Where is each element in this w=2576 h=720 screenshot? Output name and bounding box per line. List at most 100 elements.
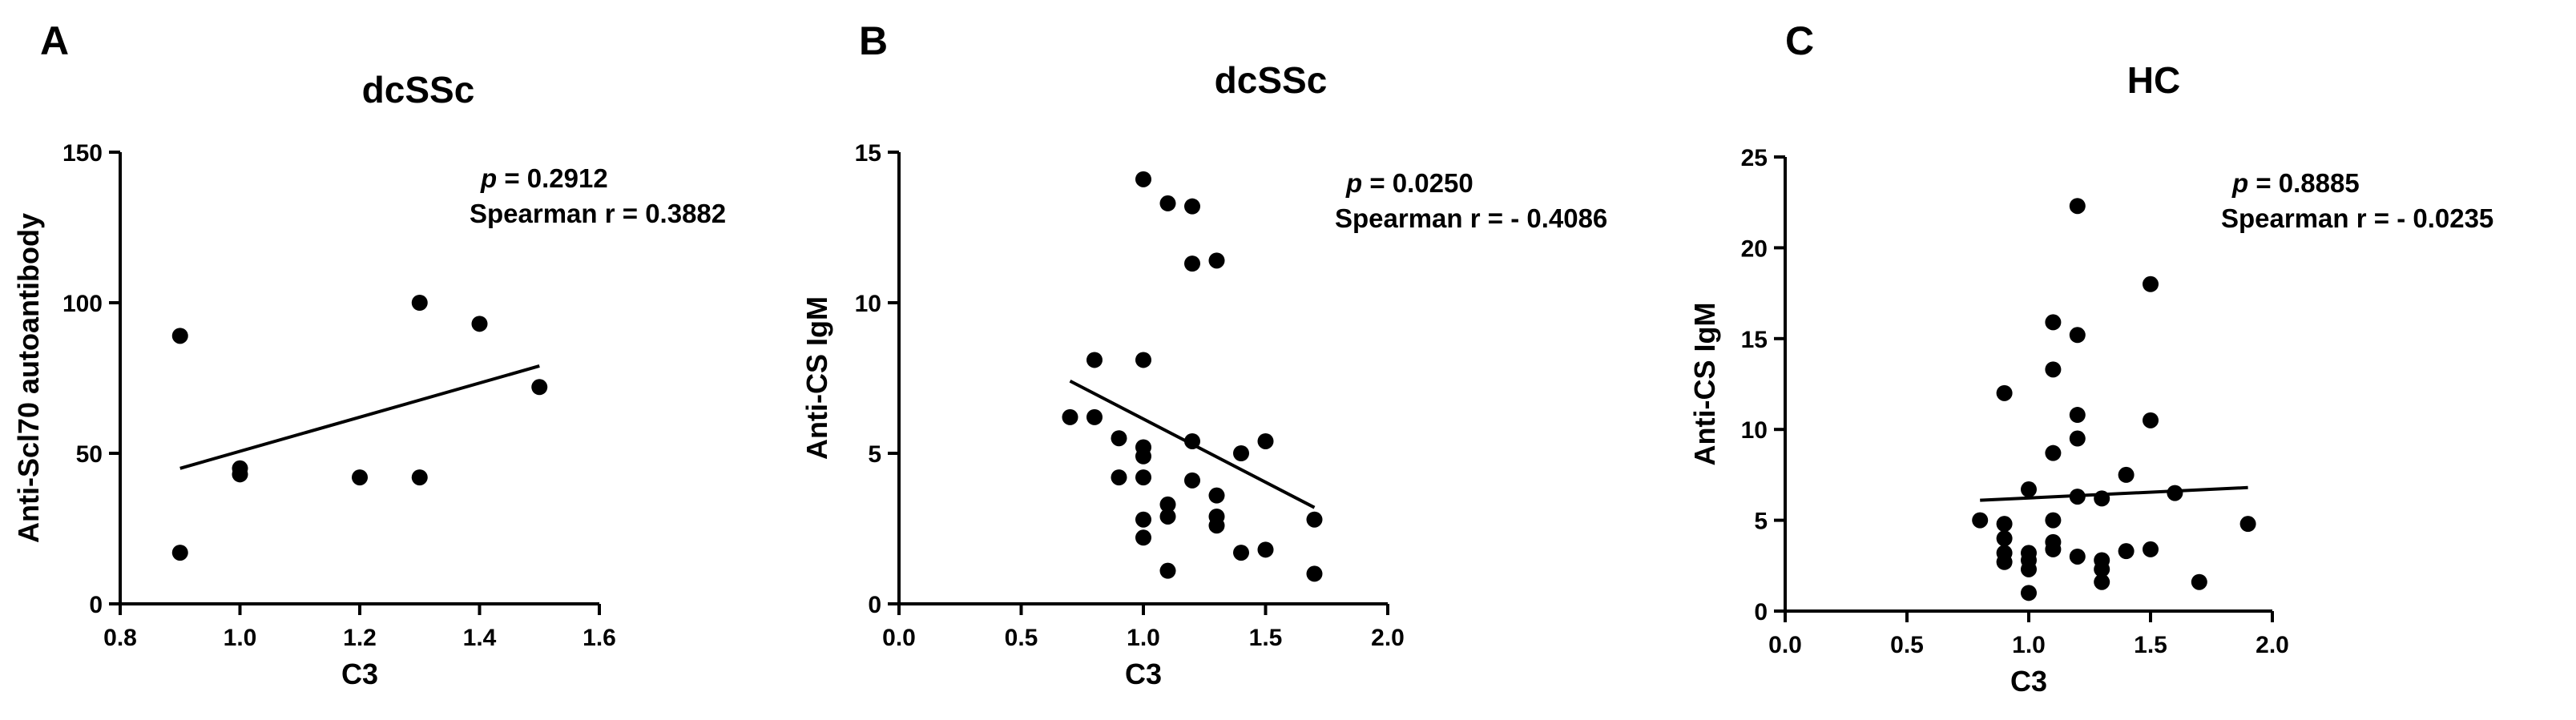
data-point [2069,548,2086,565]
data-point [1233,545,1249,561]
data-point [1996,553,2013,570]
data-point [171,545,188,561]
data-point [1208,487,1225,504]
p-value: = 0.8885 [2248,168,2360,198]
data-point [1086,352,1103,368]
data-point [1111,469,1127,486]
y-tick-label: 0 [868,592,881,618]
x-tick-label: 1.0 [2012,632,2046,658]
y-tick-label: 15 [1741,327,1768,353]
x-tick-label: 1.0 [1127,625,1160,651]
y-tick-label: 100 [62,291,103,317]
data-point [1208,252,1225,269]
data-point [2045,541,2062,557]
chart-title: dcSSc [362,69,475,111]
data-point [2069,489,2086,505]
y-tick-label: 0 [1754,599,1768,625]
x-tick-label: 1.6 [583,625,616,651]
data-point [1159,562,1176,579]
p-value: = 0.2912 [497,163,608,193]
data-point [2021,481,2037,498]
x-tick-label: 0.8 [103,625,137,651]
data-point [2118,543,2135,560]
data-point [1184,255,1200,272]
chart-title: HC [2127,59,2180,101]
data-point [2191,573,2207,590]
data-point [2094,573,2110,590]
panel-letter: A [40,18,69,63]
data-point [2069,327,2086,344]
data-point [1257,541,1274,558]
data-point [1159,195,1176,211]
x-tick-label: 2.0 [1371,625,1405,651]
y-tick-label: 5 [1754,509,1768,535]
data-point [531,379,548,396]
y-tick-label: 50 [76,441,103,468]
data-point [1233,445,1249,461]
data-point [2143,541,2159,557]
x-tick-label: 1.5 [1249,625,1283,651]
y-tick-label: 10 [1741,417,1768,444]
y-axis-label: Anti-CS IgM [1688,303,1721,466]
data-point [1996,516,2013,533]
data-point [2069,198,2086,215]
x-tick-label: 0.0 [882,625,916,651]
spearman-r-label: Spearman r = 0.3882 [470,199,726,228]
x-tick-label: 0.0 [1768,632,1802,658]
data-point [1135,469,1151,486]
chart-title: dcSSc [1215,59,1328,101]
data-point [2069,407,2086,424]
x-tick-label: 2.0 [2256,632,2289,658]
data-point [1996,384,2013,401]
data-point [1306,565,1323,582]
chart-panel-c: C HC 0 5 10 15 20 25 0.0 0.5 1.0 1.5 2.0 C3 Anti-CS Ig… [1688,18,2493,698]
x-axis-label: C3 [1125,658,1162,690]
data-point [411,295,428,311]
panel-letter: B [859,18,888,63]
y-tick-label: 20 [1741,235,1768,262]
data-point [1257,432,1274,449]
p-symbol: p [1345,168,1362,198]
data-point [1159,508,1176,525]
data-point [2143,412,2159,428]
x-axis-label: C3 [2010,665,2047,698]
y-tick-label: 15 [855,140,881,167]
data-point [2045,361,2062,378]
y-tick-label: 25 [1741,145,1768,171]
p-value-label: p = 0.2912 [480,163,608,193]
data-point [2094,561,2110,577]
data-point [2143,276,2159,292]
y-tick-label: 150 [62,140,103,167]
data-point [1184,472,1200,489]
data-point [1135,448,1151,465]
data-point [1184,432,1200,449]
panel-letter: C [1785,18,1814,63]
p-symbol: p [480,163,497,193]
data-point [2094,490,2110,507]
data-point [1135,352,1151,368]
data-point [1086,408,1103,425]
x-tick-label: 1.4 [463,625,497,651]
y-tick-label: 5 [868,441,881,468]
regression-line [179,364,540,470]
y-axis-label: Anti-CS IgM [800,296,833,460]
y-tick-label: 0 [89,592,103,618]
x-tick-label: 0.5 [1890,632,1924,658]
data-point [171,328,188,344]
data-point [1972,512,1989,529]
data-point [1111,430,1127,447]
data-point [2021,585,2037,601]
x-tick-label: 1.5 [2134,632,2167,658]
data-point [1135,511,1151,528]
p-symbol: p [2231,168,2248,198]
regression-line [1980,485,2248,502]
data-point [2021,561,2037,577]
data-point [1159,496,1176,513]
spearman-r-label: Spearman r = - 0.4086 [1335,203,1607,233]
data-point [1184,198,1200,215]
p-value: = 0.0250 [1362,168,1473,198]
data-point [1135,529,1151,546]
x-tick-label: 1.2 [343,625,377,651]
